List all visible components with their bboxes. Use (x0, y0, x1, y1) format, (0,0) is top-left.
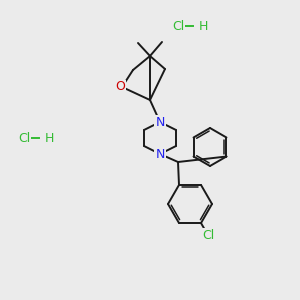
Text: H: H (45, 131, 54, 145)
Text: Cl: Cl (202, 229, 214, 242)
Text: N: N (155, 148, 165, 160)
Text: Cl: Cl (18, 131, 30, 145)
Text: N: N (155, 116, 165, 128)
Text: Cl: Cl (172, 20, 184, 32)
Text: H: H (199, 20, 208, 32)
Text: O: O (115, 80, 125, 94)
